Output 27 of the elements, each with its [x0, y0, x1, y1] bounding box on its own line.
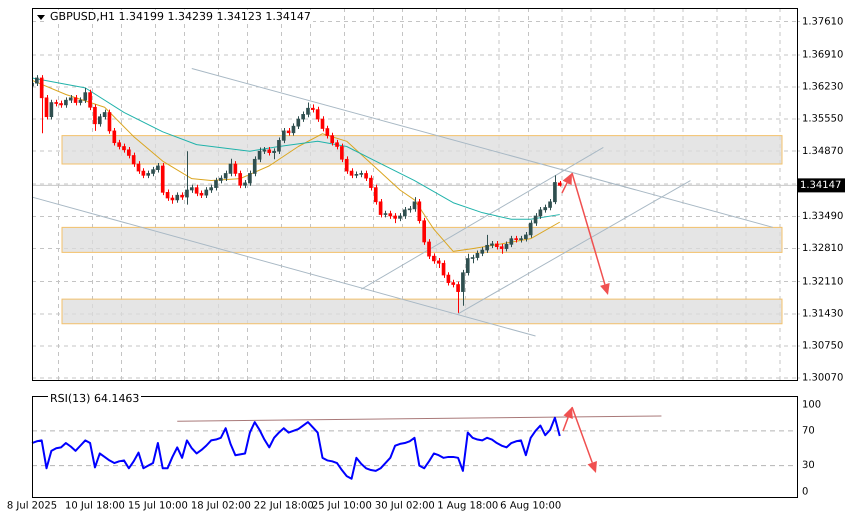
- x-tick-label: 18 Jul 02:00: [190, 500, 251, 512]
- ref-line-label: 1.34147: [800, 180, 842, 191]
- x-tick-label: 10 Jul 18:00: [64, 500, 125, 512]
- y-tick-label: 1.35550: [802, 114, 844, 125]
- x-tick-label: 1 Aug 18:00: [437, 500, 498, 512]
- y-tick-label: 1.36910: [802, 49, 844, 60]
- y-tick-label: 1.37610: [802, 16, 844, 28]
- x-tick-label: 6 Aug 10:00: [500, 500, 562, 512]
- y-tick-label: 1.32110: [802, 276, 844, 288]
- y-tick-label: 1.30750: [802, 340, 844, 352]
- y-tick-label: 1.36230: [802, 82, 844, 93]
- x-tick-label: 8 Jul 2025: [6, 500, 58, 512]
- x-tick-label: 25 Jul 10:00: [312, 500, 372, 512]
- y-tick-label: 70: [802, 425, 815, 436]
- y-tick-label: 1.30070: [802, 372, 844, 384]
- y-tick-label: 1.32810: [802, 243, 844, 254]
- x-tick-label: 30 Jul 02:00: [374, 500, 435, 512]
- x-tick-label: 15 Jul 10:00: [128, 500, 188, 512]
- y-tick-label: 0: [802, 486, 808, 498]
- y-tick-label: 100: [802, 399, 822, 410]
- y-tick-label: 30: [802, 460, 815, 472]
- y-tick-label: 1.34870: [802, 146, 844, 157]
- y-tick-label: 1.33490: [802, 211, 844, 222]
- x-tick-label: 22 Jul 18:00: [254, 500, 314, 512]
- y-tick-label: 1.31430: [802, 308, 844, 320]
- chart-title: RSI(13) 64.1463: [48, 392, 142, 405]
- chart-title: GBPUSD,H1 1.34199 1.34239 1.34123 1.34147: [48, 10, 313, 23]
